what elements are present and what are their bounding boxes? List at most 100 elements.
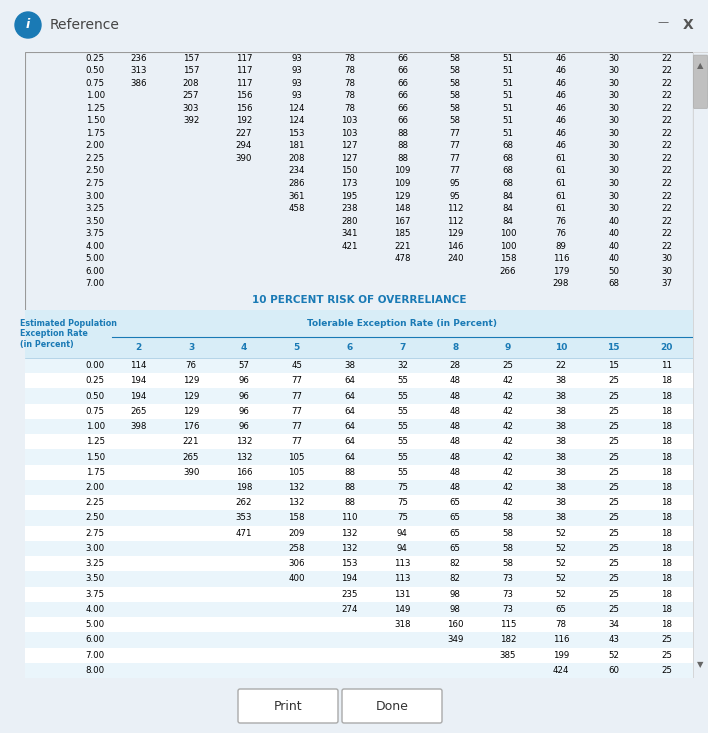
Text: 34: 34 — [608, 620, 620, 629]
Text: 18: 18 — [661, 559, 672, 568]
Text: 25: 25 — [608, 483, 620, 492]
Text: 262: 262 — [236, 498, 252, 507]
Text: 88: 88 — [344, 498, 355, 507]
FancyBboxPatch shape — [238, 689, 338, 723]
Text: 88: 88 — [397, 154, 408, 163]
Text: 199: 199 — [553, 651, 569, 660]
Text: 124: 124 — [288, 104, 305, 113]
Text: 30: 30 — [608, 104, 620, 113]
Text: 286: 286 — [288, 179, 305, 188]
Text: 20: 20 — [661, 344, 673, 353]
Text: 95: 95 — [450, 179, 461, 188]
Text: 158: 158 — [288, 514, 305, 523]
Text: 78: 78 — [344, 79, 355, 88]
Text: 294: 294 — [236, 141, 252, 150]
Text: 64: 64 — [344, 452, 355, 462]
Text: 38: 38 — [555, 407, 566, 416]
Text: 25: 25 — [608, 391, 620, 401]
Text: 38: 38 — [555, 452, 566, 462]
Text: 51: 51 — [503, 92, 513, 100]
Text: Reference: Reference — [50, 18, 120, 32]
Text: 94: 94 — [397, 544, 408, 553]
Text: 78: 78 — [344, 104, 355, 113]
Text: 25: 25 — [608, 514, 620, 523]
Text: 66: 66 — [397, 66, 408, 75]
Text: 38: 38 — [555, 483, 566, 492]
Text: 25: 25 — [608, 438, 620, 446]
Text: 179: 179 — [553, 267, 569, 276]
Text: 22: 22 — [661, 129, 672, 138]
Text: 42: 42 — [503, 438, 513, 446]
Text: 194: 194 — [341, 575, 358, 583]
Text: 2.00: 2.00 — [86, 141, 105, 150]
Text: 30: 30 — [608, 129, 620, 138]
Text: 48: 48 — [450, 452, 461, 462]
Text: 1.00: 1.00 — [86, 422, 105, 431]
Text: 22: 22 — [661, 154, 672, 163]
Text: 58: 58 — [450, 66, 461, 75]
Text: 30: 30 — [608, 204, 620, 213]
Text: 51: 51 — [503, 129, 513, 138]
Text: 78: 78 — [344, 92, 355, 100]
Text: 109: 109 — [394, 166, 411, 175]
Text: 30: 30 — [661, 267, 672, 276]
Text: ▼: ▼ — [697, 660, 704, 668]
Text: 2.00: 2.00 — [86, 483, 105, 492]
Text: 100: 100 — [500, 229, 516, 238]
Text: ▲: ▲ — [697, 62, 704, 70]
Text: 93: 93 — [291, 54, 302, 63]
Text: 30: 30 — [608, 154, 620, 163]
Text: 25: 25 — [608, 575, 620, 583]
Text: 6: 6 — [346, 344, 353, 353]
Text: 157: 157 — [183, 66, 200, 75]
Text: 353: 353 — [236, 514, 252, 523]
Text: 0.75: 0.75 — [86, 79, 105, 88]
Text: i: i — [26, 18, 30, 32]
Text: 3.50: 3.50 — [86, 575, 105, 583]
Text: 22: 22 — [661, 217, 672, 226]
Text: 38: 38 — [555, 391, 566, 401]
Text: 132: 132 — [236, 452, 252, 462]
Text: 65: 65 — [450, 528, 461, 538]
Text: 30: 30 — [608, 166, 620, 175]
Text: 2.50: 2.50 — [86, 514, 105, 523]
Text: 22: 22 — [555, 361, 566, 370]
Text: 58: 58 — [503, 514, 513, 523]
Text: 65: 65 — [450, 544, 461, 553]
Text: 10 PERCENT RISK OF OVERRELIANCE: 10 PERCENT RISK OF OVERRELIANCE — [252, 295, 467, 305]
Text: 400: 400 — [288, 575, 305, 583]
Text: 318: 318 — [394, 620, 411, 629]
Text: 1.75: 1.75 — [86, 468, 105, 476]
Text: 115: 115 — [500, 620, 516, 629]
Text: 398: 398 — [130, 422, 147, 431]
Text: 167: 167 — [394, 217, 411, 226]
Text: 38: 38 — [344, 361, 355, 370]
Text: 10: 10 — [555, 344, 567, 353]
Text: 84: 84 — [503, 217, 513, 226]
Text: 166: 166 — [236, 468, 252, 476]
Text: 192: 192 — [236, 117, 252, 125]
Text: 185: 185 — [394, 229, 411, 238]
Text: 18: 18 — [661, 376, 672, 386]
FancyBboxPatch shape — [25, 496, 693, 510]
Text: 2.75: 2.75 — [86, 179, 105, 188]
Text: 238: 238 — [341, 204, 358, 213]
Text: 341: 341 — [341, 229, 358, 238]
Text: 61: 61 — [555, 179, 566, 188]
Text: 40: 40 — [608, 242, 620, 251]
Text: 112: 112 — [447, 204, 464, 213]
Text: 66: 66 — [397, 79, 408, 88]
Text: 55: 55 — [397, 422, 408, 431]
Text: —: — — [658, 17, 668, 27]
Text: 194: 194 — [130, 376, 147, 386]
Text: 58: 58 — [450, 92, 461, 100]
Text: 2.75: 2.75 — [86, 528, 105, 538]
Text: 95: 95 — [450, 191, 461, 201]
Text: 46: 46 — [555, 129, 566, 138]
Text: 386: 386 — [130, 79, 147, 88]
Text: 65: 65 — [450, 498, 461, 507]
Text: 4: 4 — [241, 344, 247, 353]
Text: 65: 65 — [555, 605, 566, 614]
Text: 68: 68 — [503, 141, 513, 150]
Text: 298: 298 — [553, 279, 569, 288]
